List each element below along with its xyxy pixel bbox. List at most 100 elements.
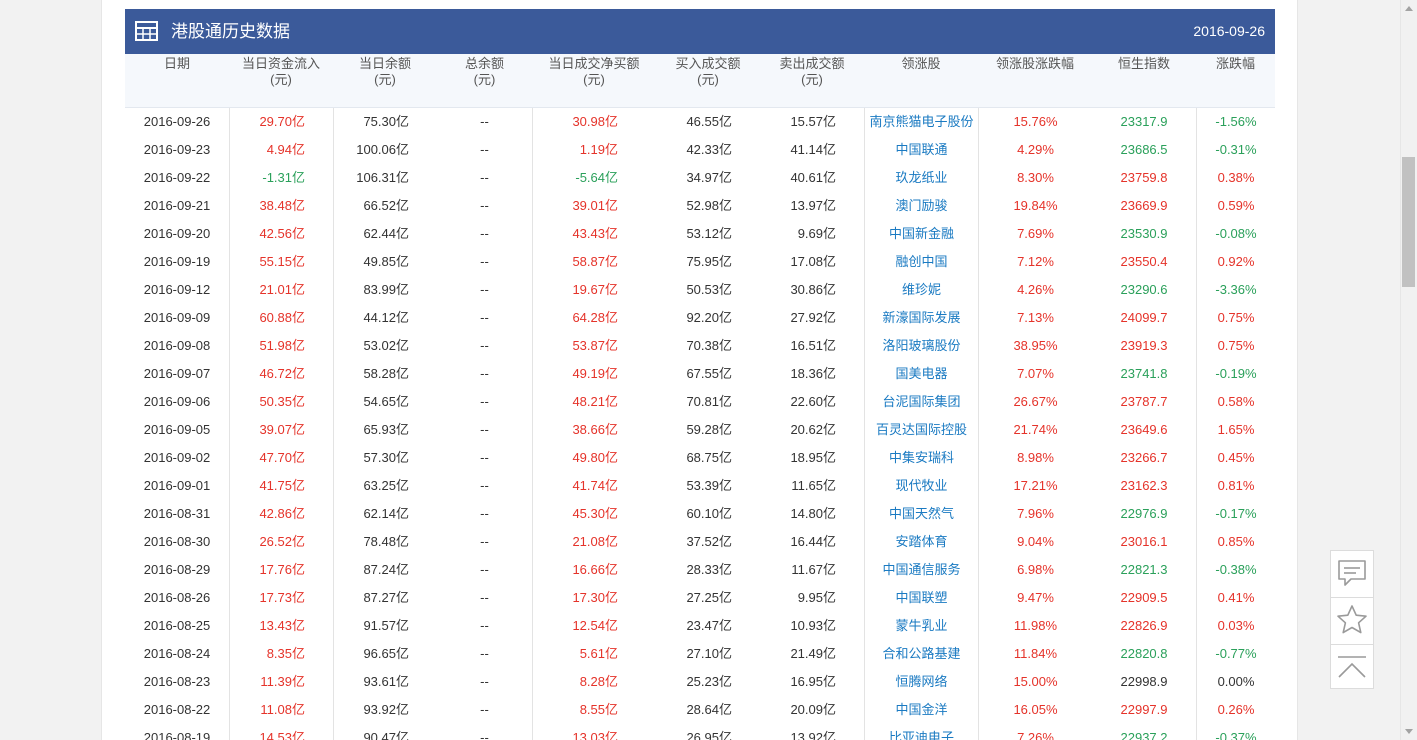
cell-date: 2016-09-22 bbox=[143, 170, 211, 185]
cell-leading-change: 6.98% bbox=[978, 556, 1092, 584]
cell-hsi-change: -1.56% bbox=[1196, 108, 1275, 136]
leading-stock-link[interactable]: 蒙牛乳业 bbox=[864, 612, 978, 640]
cell-date: 2016-08-22 bbox=[143, 702, 211, 717]
data-table-body: 2016-09-26 29.70亿 75.30亿 -- 30.98亿 46.55亿 15.5… bbox=[125, 108, 1275, 740]
leading-stock-link[interactable]: 中国天然气 bbox=[864, 500, 978, 528]
cell-hsi-change: -0.31% bbox=[1196, 136, 1275, 164]
cell-inflow: 29.70亿 bbox=[229, 108, 333, 136]
cell-hsi-change: 0.41% bbox=[1196, 584, 1275, 612]
column-header-date: 日期 bbox=[125, 54, 229, 107]
table-row: 2016-08-31 42.86亿 62.14亿 -- 45.30亿 60.10亿 14.8… bbox=[125, 500, 1275, 528]
leading-stock-link[interactable]: 国美电器 bbox=[864, 360, 978, 388]
leading-stock-link[interactable]: 台泥国际集团 bbox=[864, 388, 978, 416]
cell-net-buy: 16.66亿 bbox=[532, 556, 656, 584]
cell-sell-amount: 15.57亿 bbox=[790, 114, 836, 129]
leading-stock-link[interactable]: 维珍妮 bbox=[864, 276, 978, 304]
cell-net-buy: 17.30亿 bbox=[532, 584, 656, 612]
cell-inflow: 60.88亿 bbox=[229, 304, 333, 332]
cell-buy-amount: 23.47亿 bbox=[686, 618, 732, 633]
cell-buy-amount: 59.28亿 bbox=[686, 422, 732, 437]
cell-net-buy: 49.80亿 bbox=[532, 444, 656, 472]
cell-hsi-change: 0.92% bbox=[1196, 248, 1275, 276]
cell-hsi-index: 22998.9 bbox=[1120, 674, 1168, 689]
cell-hsi-change: 0.00% bbox=[1196, 668, 1275, 696]
scroll-up-arrow-icon[interactable] bbox=[1401, 0, 1417, 17]
leading-stock-link[interactable]: 合和公路基建 bbox=[864, 640, 978, 668]
cell-leading-change: 7.13% bbox=[978, 304, 1092, 332]
leading-stock-link[interactable]: 安踏体育 bbox=[864, 528, 978, 556]
comment-icon bbox=[1338, 560, 1366, 586]
leading-stock-link[interactable]: 澳门励骏 bbox=[864, 192, 978, 220]
cell-leading-change: 26.67% bbox=[978, 388, 1092, 416]
leading-stock-link[interactable]: 新濠国际发展 bbox=[864, 304, 978, 332]
table-row: 2016-09-06 50.35亿 54.65亿 -- 48.21亿 70.81亿 22.6… bbox=[125, 388, 1275, 416]
cell-sell-amount: 9.95亿 bbox=[797, 590, 836, 605]
leading-stock-link[interactable]: 中国联通 bbox=[864, 136, 978, 164]
cell-date: 2016-08-31 bbox=[143, 506, 211, 521]
star-icon bbox=[1337, 605, 1367, 634]
cell-total-balance: -- bbox=[480, 254, 489, 269]
cell-net-buy: 64.28亿 bbox=[532, 304, 656, 332]
table-header-bar: 港股通历史数据 2016-09-26 bbox=[125, 9, 1275, 54]
back-to-top-button[interactable] bbox=[1331, 645, 1373, 690]
cell-leading-change: 4.26% bbox=[978, 276, 1092, 304]
leading-stock-link[interactable]: 恒腾网络 bbox=[864, 668, 978, 696]
cell-net-buy: 45.30亿 bbox=[532, 500, 656, 528]
table-row: 2016-09-05 39.07亿 65.93亿 -- 38.66亿 59.28亿 20.6… bbox=[125, 416, 1275, 444]
leading-stock-link[interactable]: 洛阳玻璃股份 bbox=[864, 332, 978, 360]
cell-balance: 44.12亿 bbox=[333, 304, 437, 332]
cell-total-balance: -- bbox=[480, 226, 489, 241]
cell-balance: 90.47亿 bbox=[333, 724, 437, 740]
cell-buy-amount: 67.55亿 bbox=[686, 366, 732, 381]
feedback-button[interactable] bbox=[1331, 551, 1373, 596]
table-row: 2016-08-23 11.39亿 93.61亿 -- 8.28亿 25.23亿 16.95… bbox=[125, 668, 1275, 696]
cell-net-buy: 49.19亿 bbox=[532, 360, 656, 388]
cell-balance: 49.85亿 bbox=[333, 248, 437, 276]
table-row: 2016-08-30 26.52亿 78.48亿 -- 21.08亿 37.52亿 16.4… bbox=[125, 528, 1275, 556]
cell-inflow: 47.70亿 bbox=[229, 444, 333, 472]
leading-stock-link[interactable]: 比亚迪电子 bbox=[864, 724, 978, 740]
leading-stock-link[interactable]: 中国金洋 bbox=[864, 696, 978, 724]
table-icon bbox=[135, 21, 158, 41]
cell-date: 2016-09-06 bbox=[143, 394, 211, 409]
cell-leading-change: 11.84% bbox=[978, 640, 1092, 668]
table-row: 2016-08-25 13.43亿 91.57亿 -- 12.54亿 23.47亿 10.9… bbox=[125, 612, 1275, 640]
scrollbar-track[interactable] bbox=[1400, 0, 1417, 740]
favorite-button[interactable] bbox=[1331, 598, 1373, 643]
leading-stock-link[interactable]: 中集安瑞科 bbox=[864, 444, 978, 472]
leading-stock-link[interactable]: 中国联塑 bbox=[864, 584, 978, 612]
cell-leading-change: 17.21% bbox=[978, 472, 1092, 500]
cell-buy-amount: 28.33亿 bbox=[686, 562, 732, 577]
leading-stock-link[interactable]: 现代牧业 bbox=[864, 472, 978, 500]
cell-buy-amount: 26.95亿 bbox=[686, 730, 732, 740]
cell-date: 2016-09-26 bbox=[143, 114, 211, 129]
column-header-unit: (元) bbox=[270, 72, 292, 87]
cell-total-balance: -- bbox=[480, 338, 489, 353]
leading-stock-link[interactable]: 南京熊猫电子股份 bbox=[864, 108, 978, 136]
cell-sell-amount: 20.09亿 bbox=[790, 702, 836, 717]
scrollbar-thumb[interactable] bbox=[1402, 157, 1415, 287]
table-row: 2016-08-24 8.35亿 96.65亿 -- 5.61亿 27.10亿 21.49亿… bbox=[125, 640, 1275, 668]
cell-buy-amount: 50.53亿 bbox=[686, 282, 732, 297]
cell-inflow: 42.86亿 bbox=[229, 500, 333, 528]
column-header-label: 卖出成交额 bbox=[779, 56, 845, 71]
cell-total-balance: -- bbox=[480, 590, 489, 605]
leading-stock-link[interactable]: 玖龙纸业 bbox=[864, 164, 978, 192]
cell-total-balance: -- bbox=[480, 702, 489, 717]
cell-hsi-change: 1.65% bbox=[1196, 416, 1275, 444]
cell-leading-change: 8.30% bbox=[978, 164, 1092, 192]
cell-buy-amount: 75.95亿 bbox=[686, 254, 732, 269]
cell-hsi-change: 0.03% bbox=[1196, 612, 1275, 640]
leading-stock-link[interactable]: 融创中国 bbox=[864, 248, 978, 276]
leading-stock-link[interactable]: 中国通信服务 bbox=[864, 556, 978, 584]
cell-buy-amount: 37.52亿 bbox=[686, 534, 732, 549]
leading-stock-link[interactable]: 百灵达国际控股 bbox=[864, 416, 978, 444]
cell-leading-change: 11.98% bbox=[978, 612, 1092, 640]
scroll-down-arrow-icon[interactable] bbox=[1401, 723, 1417, 740]
cell-buy-amount: 92.20亿 bbox=[686, 310, 732, 325]
cell-total-balance: -- bbox=[480, 366, 489, 381]
cell-buy-amount: 60.10亿 bbox=[686, 506, 732, 521]
cell-leading-change: 7.12% bbox=[978, 248, 1092, 276]
cell-leading-change: 9.47% bbox=[978, 584, 1092, 612]
leading-stock-link[interactable]: 中国新金融 bbox=[864, 220, 978, 248]
